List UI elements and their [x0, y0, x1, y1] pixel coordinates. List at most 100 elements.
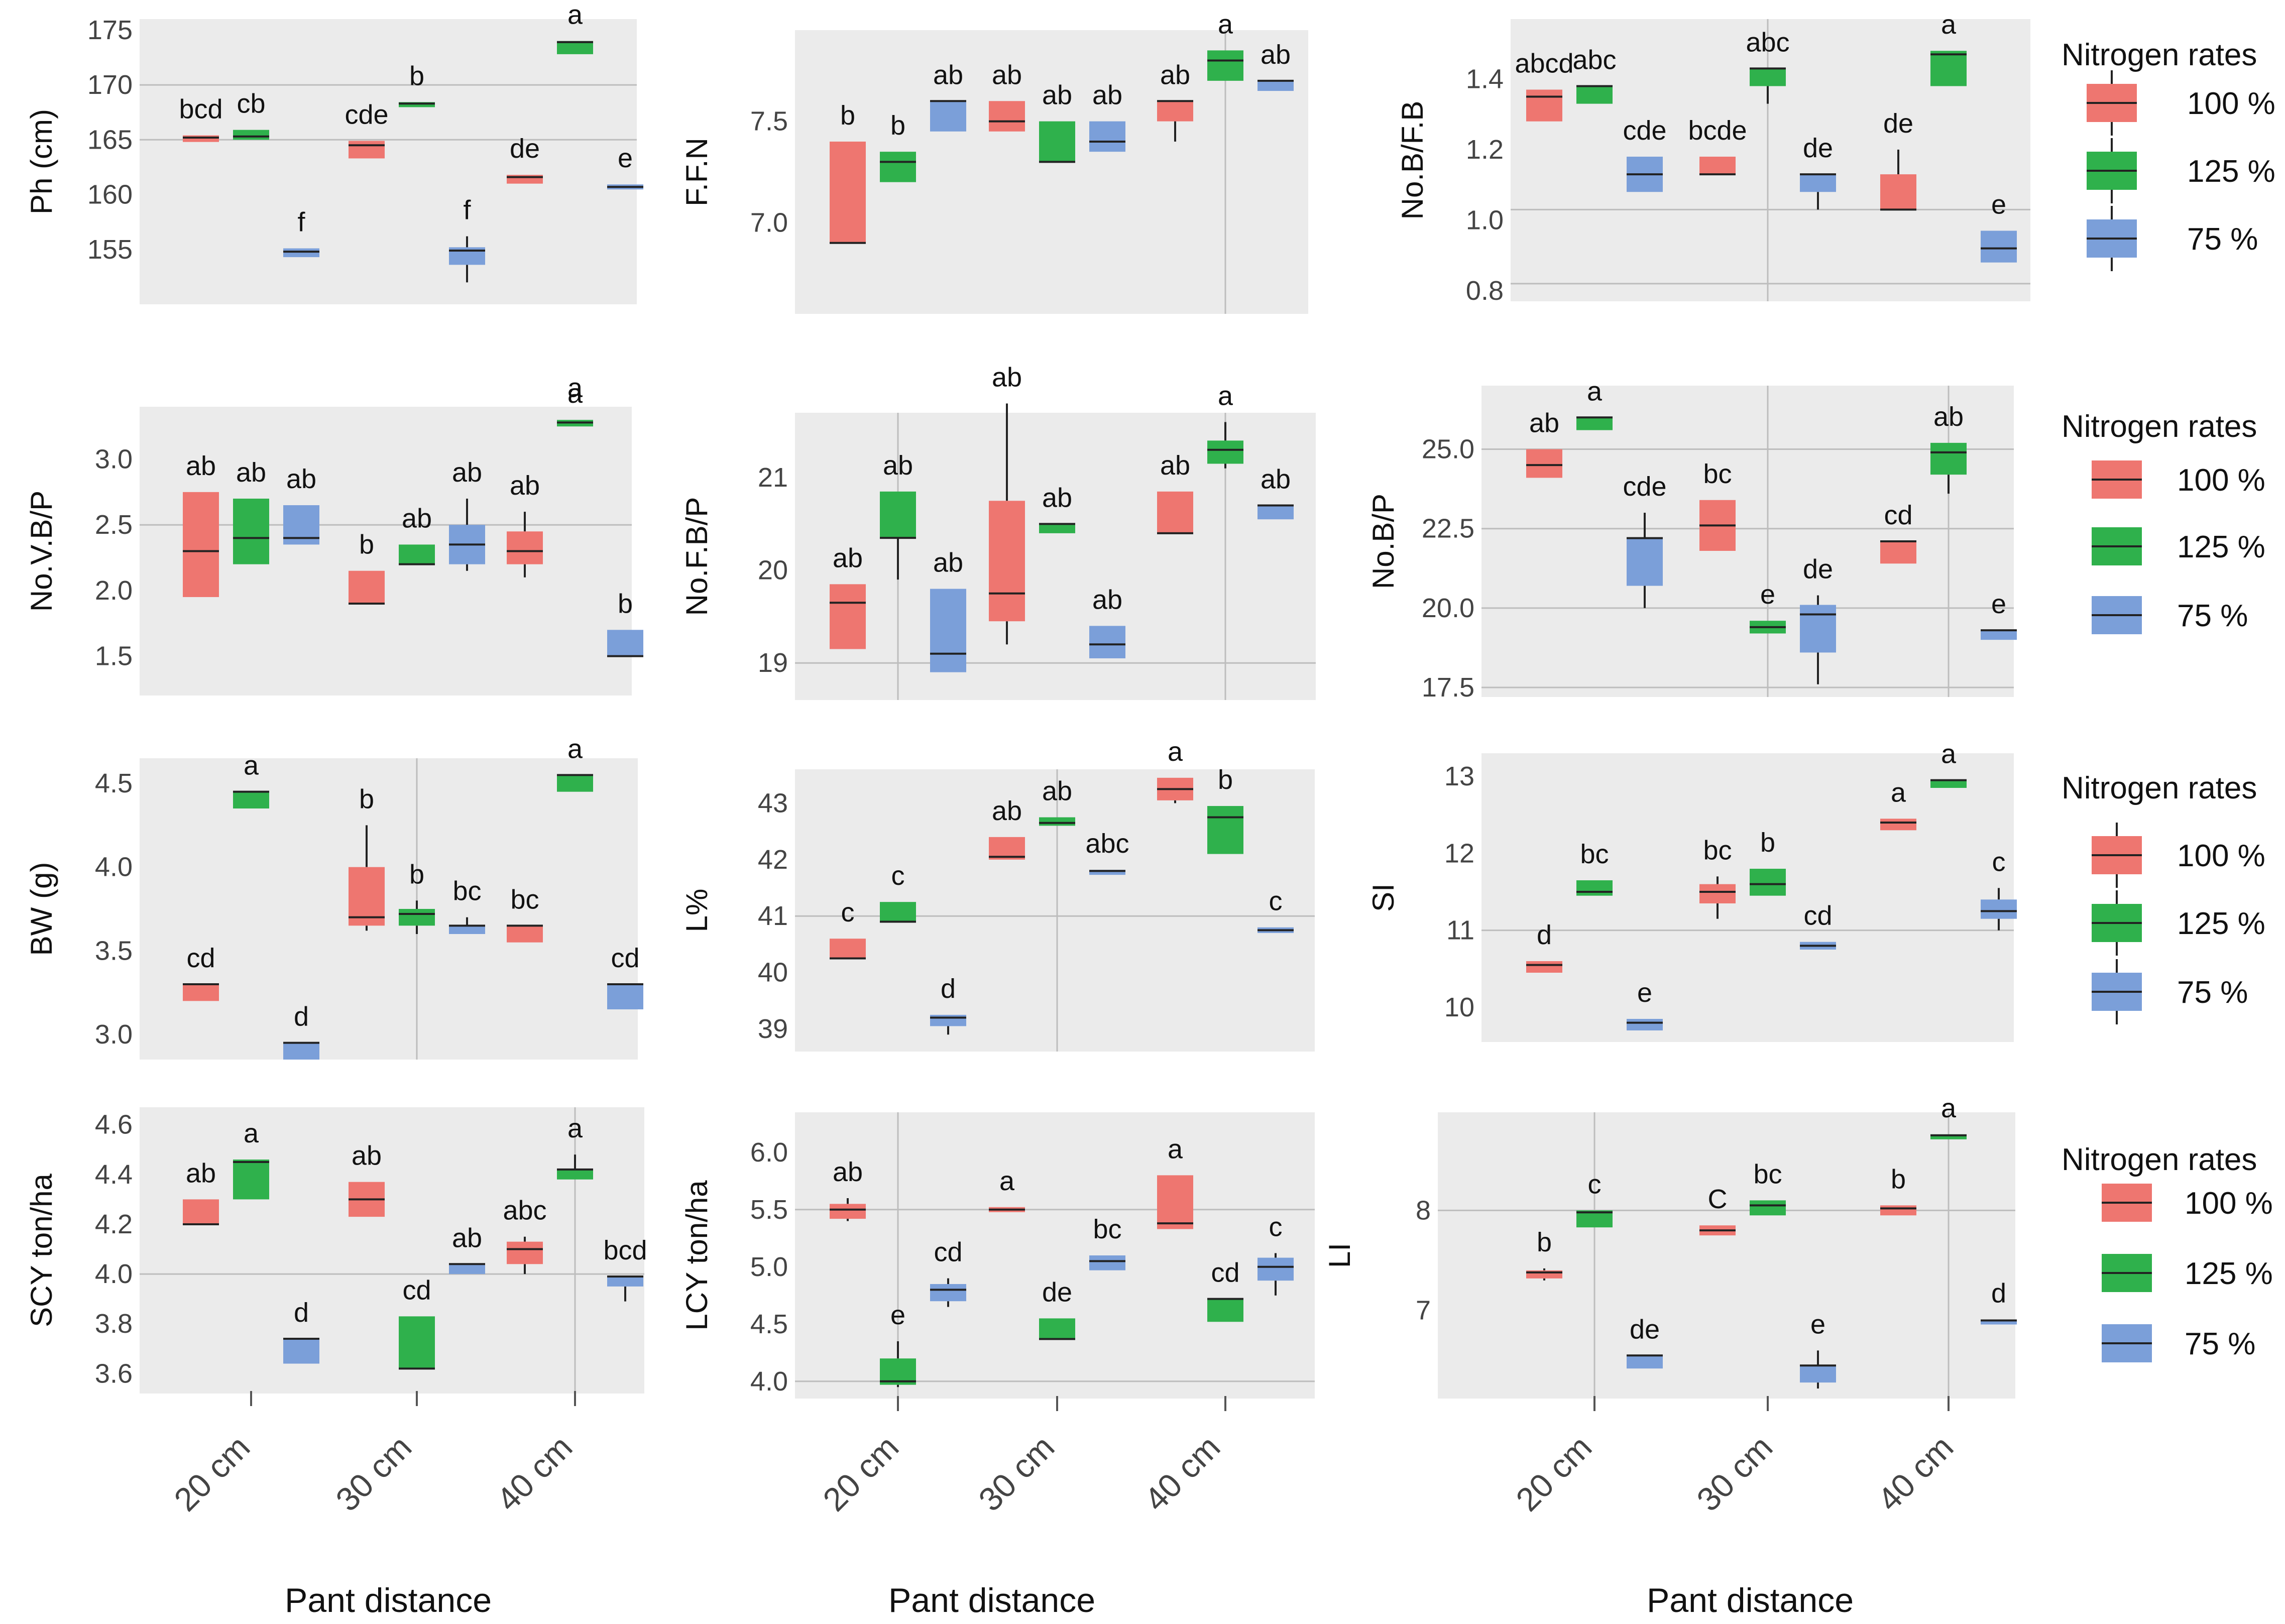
- box: [399, 909, 435, 926]
- box: [1800, 605, 1836, 653]
- box: [507, 1241, 543, 1264]
- box: [1207, 1299, 1243, 1322]
- significance-letter: abc: [1085, 829, 1129, 859]
- legend-label: 100 %: [2185, 1186, 2273, 1221]
- significance-letter: b: [409, 859, 424, 889]
- box: [1258, 80, 1294, 91]
- significance-letter: de: [1803, 554, 1833, 585]
- significance-letter: e: [1760, 579, 1775, 610]
- y-axis-label: Ph (cm): [25, 109, 58, 214]
- significance-letter: ab: [992, 363, 1022, 393]
- y-tick-label: 3.5: [95, 936, 133, 966]
- box: [930, 101, 966, 132]
- box: [349, 867, 385, 926]
- y-tick-label: 3.0: [95, 1019, 133, 1050]
- significance-letter: b: [359, 784, 374, 814]
- box: [930, 1014, 966, 1026]
- significance-letter: a: [567, 734, 583, 764]
- box: [1576, 880, 1613, 896]
- significance-letter: ab: [236, 457, 266, 488]
- box: [399, 544, 435, 564]
- significance-letter: a: [999, 1166, 1015, 1196]
- y-tick-label: 160: [87, 180, 133, 210]
- box: [1880, 174, 1916, 210]
- box: [1800, 174, 1836, 192]
- significance-letter: ab: [286, 464, 316, 494]
- significance-letter: e: [1991, 190, 2006, 220]
- significance-letter: cde: [345, 99, 388, 130]
- box: [830, 141, 866, 243]
- box: [399, 1316, 435, 1369]
- significance-letter: bc: [1093, 1214, 1121, 1244]
- box: [183, 135, 219, 142]
- significance-letter: b: [840, 100, 855, 131]
- significance-letter: ab: [186, 451, 216, 481]
- significance-letter: b: [618, 589, 633, 619]
- significance-letter: abc: [1746, 27, 1789, 57]
- significance-letter: bcd: [603, 1235, 647, 1265]
- y-tick-label: 7.5: [750, 106, 788, 137]
- significance-letter: ab: [452, 1223, 482, 1253]
- legend-label: 75 %: [2185, 1327, 2255, 1361]
- significance-letter: a: [1218, 381, 1233, 411]
- significance-letter: c: [841, 897, 855, 927]
- y-tick-label: 175: [87, 15, 133, 45]
- significance-letter: bcd: [179, 94, 222, 125]
- box: [930, 1284, 966, 1302]
- significance-letter: de: [1803, 133, 1833, 163]
- significance-letter: ab: [933, 548, 963, 578]
- box: [233, 1159, 269, 1200]
- significance-letter: a: [244, 1118, 259, 1148]
- significance-letter: abcd: [1515, 49, 1573, 79]
- y-axis-label: No.V.B/P: [25, 491, 58, 612]
- legend-label: 125 %: [2177, 530, 2265, 564]
- box: [1089, 626, 1125, 658]
- legend-label: 75 %: [2177, 975, 2248, 1010]
- y-tick-label: 4.0: [750, 1366, 788, 1397]
- box: [1039, 1318, 1075, 1339]
- legend-title: Nitrogen rates: [2062, 38, 2257, 72]
- y-tick-label: 1.2: [1466, 135, 1504, 165]
- box: [1089, 121, 1125, 152]
- significance-letter: ab: [1261, 40, 1291, 70]
- significance-letter: ab: [1933, 402, 1964, 432]
- significance-letter: ab: [1160, 450, 1190, 481]
- y-tick-label: 4.2: [95, 1209, 133, 1239]
- significance-letter: b: [1891, 1164, 1906, 1194]
- significance-letter: c: [1992, 847, 2006, 877]
- box: [349, 141, 385, 159]
- box: [1750, 68, 1786, 86]
- significance-letter: d: [1537, 920, 1552, 950]
- y-tick-label: 20.0: [1422, 593, 1474, 623]
- significance-letter: ab: [452, 457, 482, 488]
- x-category-label: 20 cm: [816, 1428, 905, 1518]
- legend: Nitrogen rates 100 % 125 % 75 %: [2062, 771, 2265, 1024]
- y-tick-label: 17.5: [1422, 672, 1474, 703]
- significance-letter: bc: [1703, 835, 1732, 865]
- y-tick-label: 7.0: [750, 207, 788, 238]
- y-tick-label: 4.4: [95, 1159, 133, 1190]
- significance-letter: b: [1218, 765, 1233, 795]
- y-tick-label: 22.5: [1422, 514, 1474, 544]
- panel-background: [795, 1112, 1315, 1399]
- y-tick-label: 12: [1444, 838, 1474, 868]
- significance-letter: a: [1941, 739, 1957, 769]
- box: [283, 1338, 319, 1364]
- x-category-label: 30 cm: [328, 1428, 418, 1518]
- box: [880, 902, 916, 922]
- box: [830, 939, 866, 959]
- x-axis: 20 cm 30 cm 40 cm Pant distance: [167, 1391, 579, 1619]
- x-category-label: 20 cm: [1509, 1428, 1598, 1518]
- box: [1750, 869, 1786, 896]
- y-tick-label: 21: [758, 462, 788, 493]
- box: [1800, 1365, 1836, 1383]
- significance-letter: ab: [1042, 483, 1072, 513]
- y-tick-label: 1.5: [95, 641, 133, 671]
- box: [349, 570, 385, 604]
- significance-letter: cd: [186, 943, 215, 973]
- legend-label: 100 %: [2177, 839, 2265, 873]
- significance-letter: bc: [1753, 1159, 1782, 1189]
- significance-letter: abc: [1572, 45, 1616, 75]
